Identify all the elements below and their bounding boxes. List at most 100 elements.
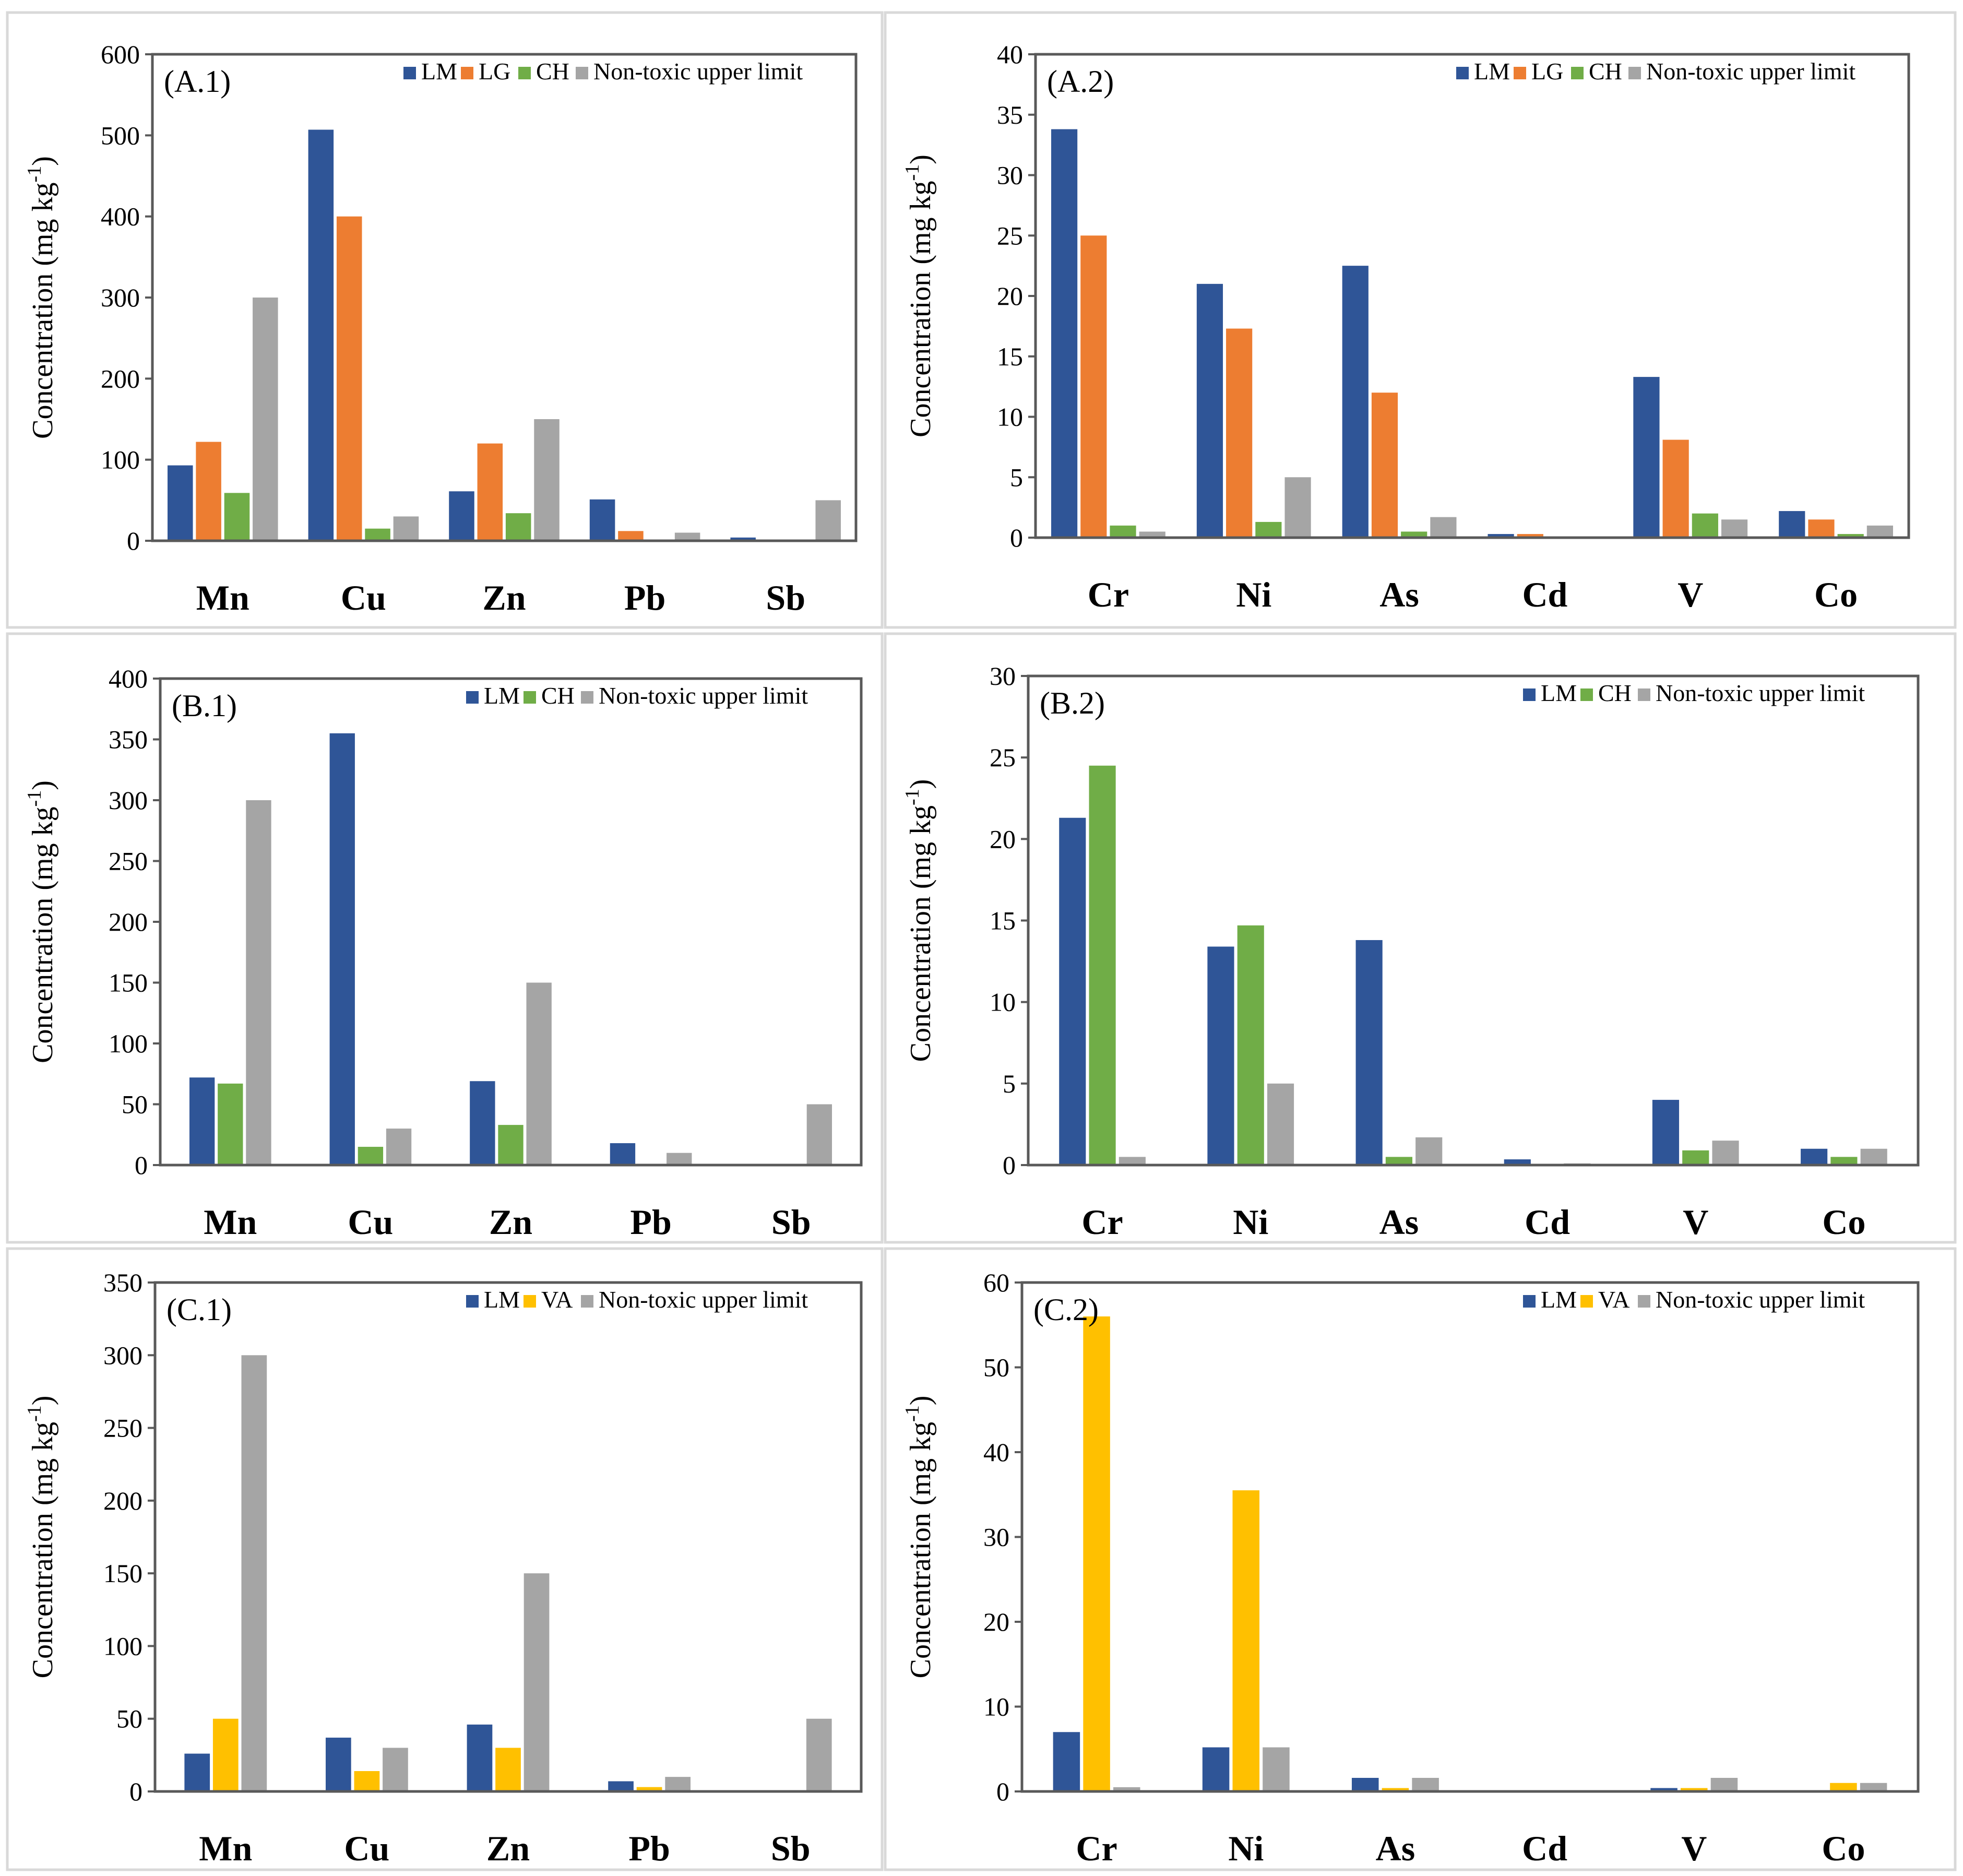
legend-swatch-lm [403, 67, 416, 79]
bar-ch-cr [1110, 525, 1136, 538]
bar-ch-as [1385, 1157, 1412, 1165]
bar-va-ni [1232, 1490, 1260, 1791]
x-tick-label-as: As [1379, 575, 1419, 614]
y-tick-label: 40 [997, 40, 1023, 69]
bar-lm-sb [730, 537, 756, 541]
bar-lm-cu [329, 733, 355, 1165]
bar-va-zn [495, 1748, 521, 1791]
x-tick-label-cu: Cu [348, 1202, 393, 1242]
bar-non-toxic-upper-limit-ni [1284, 477, 1311, 538]
bar-lm-ni [1207, 946, 1234, 1165]
legend: LM CH Non-toxic upper limit [466, 682, 808, 709]
y-tick-label: 0 [996, 1777, 1009, 1806]
bar-lm-pb [589, 499, 615, 541]
bar-ch-mn [218, 1083, 243, 1165]
bar-ch-v [1692, 513, 1718, 538]
panel-b-2: 0 5 10 15 20 25 30 Cr Ni As Cd V Co Concentration (mg… [884, 632, 1957, 1244]
panel-tag: (B.1) [172, 688, 237, 723]
bar-lm-cd [1488, 534, 1514, 538]
y-tick-label: 50 [116, 1704, 142, 1733]
bar-non-toxic-upper-limit-v [1710, 1778, 1738, 1791]
legend-label-lm: LM [484, 682, 520, 709]
bar-lm-ni [1202, 1747, 1230, 1791]
y-tick-label: 50 [983, 1353, 1009, 1382]
y-tick-label: 5 [1003, 1069, 1016, 1098]
y-tick-label: 0 [127, 526, 140, 555]
bar-lm-as [1342, 266, 1369, 538]
legend-swatch-lm [1523, 688, 1536, 701]
x-tick-label-mn: Mn [199, 1828, 252, 1868]
bar-lg-cd [1517, 534, 1543, 538]
x-tick-label-sb: Sb [771, 1202, 811, 1242]
x-tick-label-v: V [1681, 1828, 1707, 1868]
x-tick-label-pb: Pb [628, 1828, 670, 1868]
x-tick-label-as: As [1379, 1202, 1419, 1242]
bar-lg-pb [618, 531, 644, 541]
y-tick-label: 25 [997, 221, 1023, 250]
y-tick-label: 150 [109, 968, 148, 998]
x-tick-label-cr: Cr [1076, 1828, 1117, 1868]
y-tick-label: 20 [990, 824, 1016, 853]
bar-lm-cu [325, 1737, 351, 1791]
x-tick-label-cd: Cd [1522, 1828, 1567, 1868]
y-tick-label: 0 [1003, 1150, 1016, 1180]
legend-label-va: VA [541, 1286, 573, 1313]
x-tick-label-pb: Pb [630, 1202, 671, 1242]
bar-non-toxic-upper-limit-sb [806, 1104, 832, 1165]
legend-label-non-toxic-upper-limit: Non-toxic upper limit [593, 58, 803, 85]
bar-lm-cr [1051, 129, 1078, 538]
bar-non-toxic-upper-limit-pb [674, 532, 700, 541]
y-tick-label: 15 [990, 906, 1016, 935]
x-tick-label-sb: Sb [766, 578, 805, 618]
legend-label-non-toxic-upper-limit: Non-toxic upper limit [1646, 58, 1855, 85]
bar-non-toxic-upper-limit-mn [241, 1355, 267, 1791]
plot-area-border [153, 1281, 863, 1793]
y-tick-label: 100 [101, 445, 140, 474]
x-tick-label-v: V [1683, 1202, 1708, 1242]
panel-tag: (A.1) [164, 64, 231, 99]
bar-non-toxic-upper-limit-cr [1113, 1787, 1140, 1791]
bar-lg-as [1371, 393, 1398, 538]
legend-swatch-lm [1523, 1295, 1536, 1308]
y-tick-label: 150 [103, 1559, 142, 1588]
y-tick-label: 15 [997, 342, 1023, 371]
bar-lm-v [1650, 1788, 1678, 1791]
bar-lm-co [1801, 1148, 1828, 1165]
x-tick-label-v: V [1678, 575, 1703, 614]
bar-lm-as [1355, 940, 1383, 1165]
x-tick-label-ni: Ni [1236, 575, 1271, 614]
bar-non-toxic-upper-limit-co [1860, 1148, 1887, 1165]
panel-a-2: 0 5 10 15 20 25 30 35 40 Cr Ni As Cd V Co Concentration… [884, 11, 1957, 629]
bar-ch-v [1682, 1150, 1709, 1165]
bar-non-toxic-upper-limit-sb [806, 1718, 832, 1791]
y-axis-label: Concentration (mg kg-1) [901, 1396, 937, 1679]
y-axis-label: Concentration (mg kg-1) [901, 155, 937, 437]
x-tick-label-mn: Mn [196, 578, 249, 618]
bar-lg-ni [1226, 328, 1253, 538]
x-tick-label-sb: Sb [771, 1828, 811, 1868]
y-axis-label: Concentration (mg kg-1) [23, 780, 59, 1063]
y-tick-label: 200 [109, 907, 148, 936]
bar-non-toxic-upper-limit-cu [386, 1129, 412, 1165]
y-tick-label: 10 [997, 402, 1023, 432]
bar-lm-v [1652, 1100, 1680, 1165]
x-tick-label-zn: Zn [482, 578, 526, 618]
bar-ch-cu [358, 1147, 384, 1165]
bar-lm-cd [1504, 1159, 1531, 1165]
legend-label-non-toxic-upper-limit: Non-toxic upper limit [599, 1286, 808, 1313]
bar-ch-mn [224, 493, 250, 541]
legend-swatch-non-toxic-upper-limit [581, 1295, 593, 1308]
bar-ch-co [1830, 1157, 1858, 1165]
x-tick-label-cu: Cu [341, 578, 386, 618]
x-tick-label-co: Co [1822, 1828, 1865, 1868]
bar-lg-mn [196, 442, 221, 541]
y-tick-label: 500 [101, 121, 140, 150]
x-tick-label-zn: Zn [489, 1202, 532, 1242]
legend-swatch-lm [466, 1295, 479, 1308]
panel-a-1: 0 100 200 300 400 500 600 Mn Cu Zn Pb Sb Concentrati… [6, 11, 884, 629]
bar-non-toxic-upper-limit-v [1721, 519, 1748, 538]
x-tick-label-ni: Ni [1233, 1202, 1268, 1242]
legend-swatch-non-toxic-upper-limit [1638, 688, 1650, 701]
y-tick-label: 300 [109, 786, 148, 815]
y-tick-label: 200 [101, 364, 140, 393]
